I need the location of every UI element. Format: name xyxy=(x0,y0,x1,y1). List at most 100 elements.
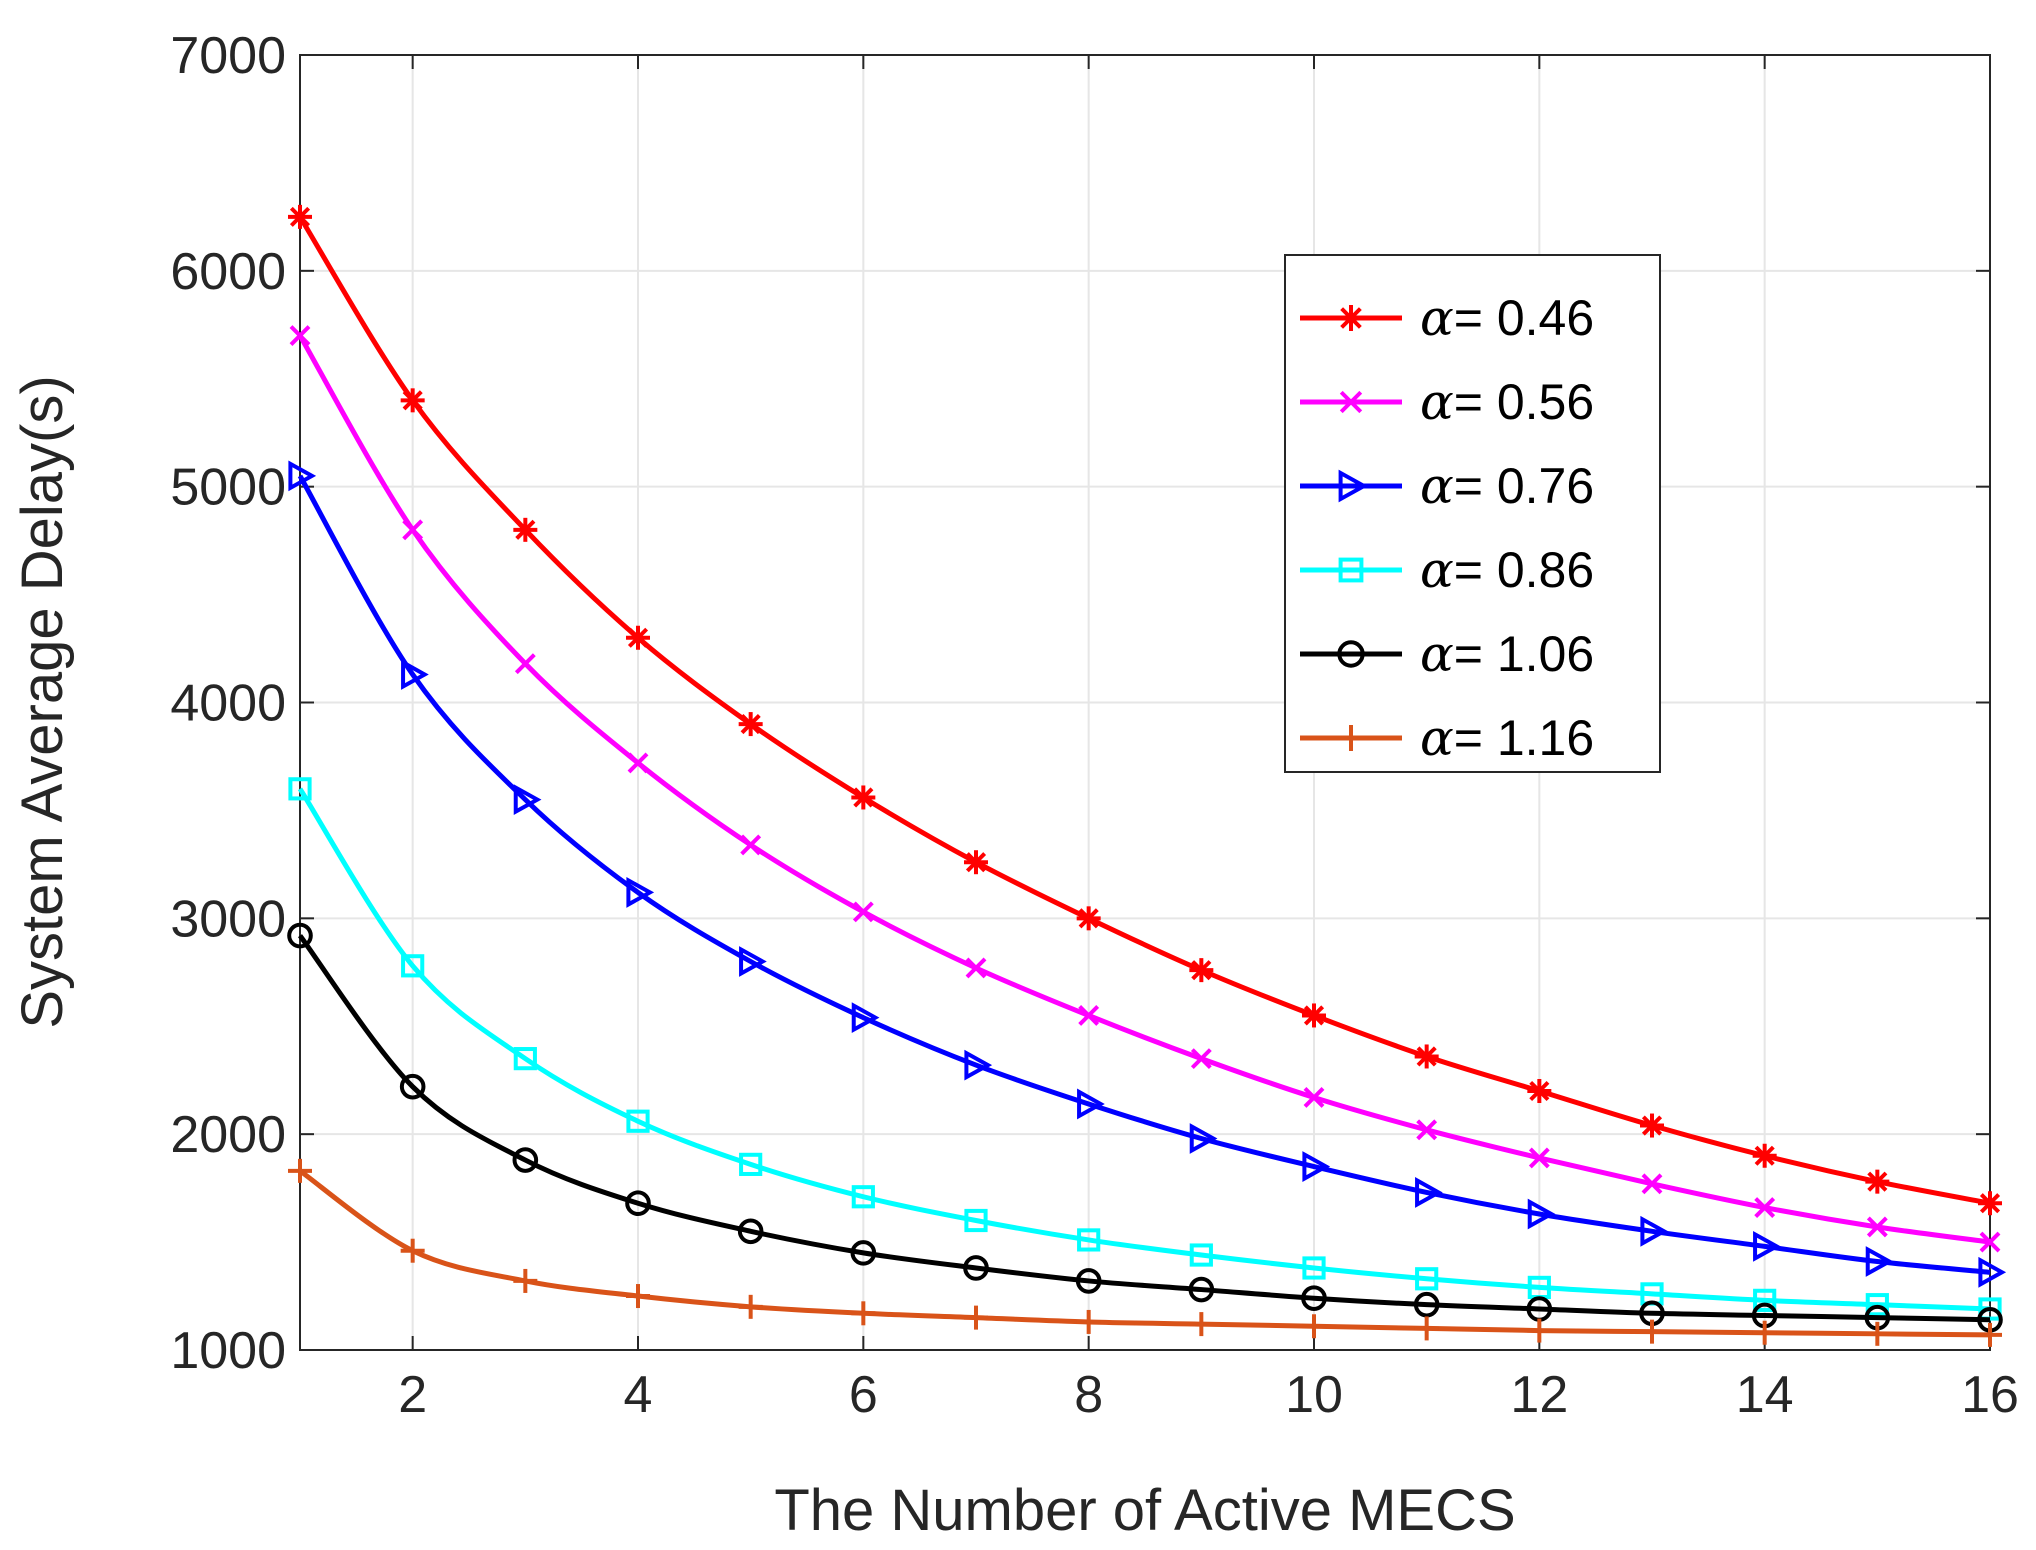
y-tick-label: 2000 xyxy=(170,1106,286,1164)
circle-marker xyxy=(1075,1268,1102,1294)
x-marker xyxy=(289,325,311,346)
series-line xyxy=(297,787,1991,1312)
y-tick-label: 1000 xyxy=(170,1322,286,1380)
circle-marker xyxy=(963,1255,989,1281)
square-marker xyxy=(513,1047,537,1071)
x-marker xyxy=(1339,390,1363,414)
x-marker xyxy=(402,519,424,541)
circle-marker xyxy=(1337,640,1365,668)
series-line xyxy=(297,334,1991,1245)
x-marker xyxy=(852,901,874,923)
asterisk-marker xyxy=(1527,1079,1552,1103)
plus-marker xyxy=(1752,1320,1777,1345)
x-marker xyxy=(1528,1147,1550,1169)
square-marker xyxy=(851,1185,875,1209)
x-marker xyxy=(1416,1119,1438,1141)
series-4 xyxy=(287,922,2003,1333)
x-marker xyxy=(1641,1173,1663,1195)
y-tick-label: 5000 xyxy=(170,459,286,517)
plus-marker xyxy=(1527,1318,1552,1343)
square-marker xyxy=(1189,1243,1213,1267)
circle-marker xyxy=(287,922,313,949)
triangle-right-marker xyxy=(1415,1177,1443,1208)
legend-alpha-symbol: α xyxy=(1420,541,1454,599)
y-tick-label: 7000 xyxy=(170,27,286,85)
circle-marker xyxy=(512,1147,539,1173)
plus-marker xyxy=(1865,1321,1890,1346)
asterisk-marker xyxy=(288,204,312,229)
legend-label: α= 1.16 xyxy=(1420,709,1594,767)
legend-alpha-symbol: α xyxy=(1420,373,1454,431)
circle-marker xyxy=(1301,1285,1327,1311)
asterisk-marker xyxy=(1865,1169,1890,1194)
x-tick-label: 14 xyxy=(1736,1366,1794,1424)
legend-alpha-symbol: α xyxy=(1420,709,1454,767)
x-marker xyxy=(965,957,987,979)
legend-label: α= 0.76 xyxy=(1420,457,1594,515)
asterisk-marker xyxy=(1076,906,1101,931)
asterisk-marker xyxy=(1338,305,1364,331)
circle-marker xyxy=(625,1190,651,1217)
series-3 xyxy=(288,777,2002,1321)
x-tick-label: 2 xyxy=(398,1366,427,1424)
legend-label: α= 1.06 xyxy=(1420,625,1594,683)
plus-marker xyxy=(1076,1309,1101,1334)
x-tick-label: 16 xyxy=(1961,1366,2019,1424)
triangle-right-marker xyxy=(1077,1088,1105,1120)
plus-marker xyxy=(400,1238,425,1263)
square-marker xyxy=(739,1152,763,1176)
square-marker xyxy=(626,1109,650,1133)
triangle-right-marker xyxy=(1753,1231,1781,1262)
asterisk-marker xyxy=(1189,958,1214,983)
x-marker xyxy=(1190,1048,1212,1070)
legend-item: α= 0.56 xyxy=(1300,373,1594,431)
legend-label: α= 0.56 xyxy=(1420,373,1594,431)
plus-marker xyxy=(1189,1312,1214,1337)
circle-marker xyxy=(850,1240,877,1266)
legend-alpha-symbol: α xyxy=(1420,625,1454,683)
x-tick-label: 12 xyxy=(1510,1366,1568,1424)
x-tick-label: 4 xyxy=(624,1366,653,1424)
circle-marker xyxy=(1188,1276,1215,1303)
square-marker xyxy=(1753,1288,1777,1312)
y-tick-label: 3000 xyxy=(170,890,286,948)
asterisk-marker xyxy=(1640,1113,1664,1138)
triangle-right-marker xyxy=(1302,1151,1331,1182)
square-marker xyxy=(1338,557,1364,583)
plus-marker xyxy=(513,1268,538,1293)
asterisk-marker xyxy=(1414,1044,1439,1069)
plus-marker xyxy=(288,1158,312,1183)
square-marker xyxy=(288,777,312,801)
triangle-right-marker xyxy=(401,659,429,690)
series-0 xyxy=(288,204,2002,1216)
grid-lines xyxy=(300,54,1991,1351)
legend-item: α= 0.76 xyxy=(1300,457,1594,515)
plus-marker xyxy=(1414,1316,1439,1341)
asterisk-marker xyxy=(964,850,988,875)
series-line xyxy=(298,1168,1991,1338)
legend-item: α= 0.46 xyxy=(1300,289,1594,347)
triangle-right-marker xyxy=(851,1002,880,1034)
triangle-right-marker xyxy=(964,1049,993,1081)
triangle-right-marker xyxy=(1189,1123,1218,1154)
x-marker xyxy=(1979,1231,2001,1253)
legend-value: = 0.76 xyxy=(1454,458,1594,514)
asterisk-marker xyxy=(851,785,876,810)
square-marker xyxy=(1865,1293,1889,1317)
triangle-right-marker xyxy=(1978,1256,2007,1288)
y-axis-title: System Average Delay(s) xyxy=(10,375,75,1028)
y-tick-label: 4000 xyxy=(170,675,286,733)
x-marker xyxy=(514,653,536,675)
legend-alpha-symbol: α xyxy=(1420,289,1454,347)
triangle-right-marker xyxy=(1640,1215,1669,1247)
legend-alpha-symbol: α xyxy=(1420,457,1454,515)
x-marker xyxy=(627,752,649,774)
triangle-right-marker xyxy=(626,877,655,908)
x-marker xyxy=(1866,1216,1888,1238)
circle-marker xyxy=(737,1218,764,1245)
x-marker xyxy=(1754,1197,1776,1218)
circle-marker xyxy=(399,1073,426,1100)
legend-value: = 0.56 xyxy=(1454,374,1594,430)
axis-ticks: 2 4 6 8 10 12 14 16 1000 2000 3000 4000 5000 6000 7000 xyxy=(170,27,2019,1424)
